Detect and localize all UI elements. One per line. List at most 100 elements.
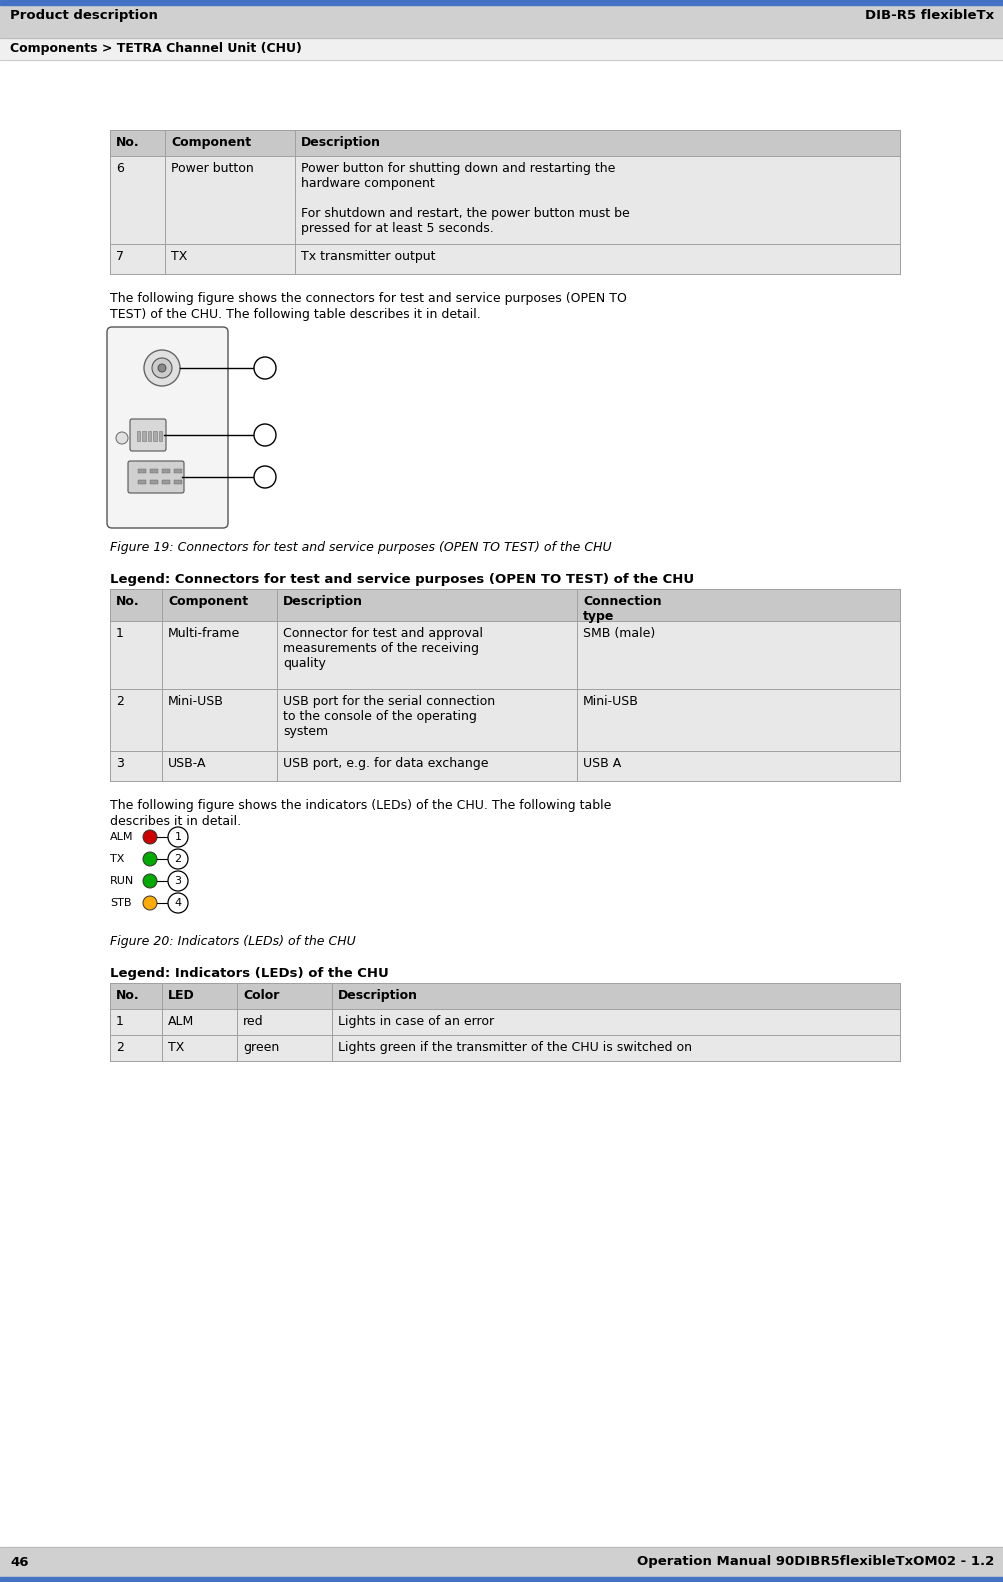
Text: No.: No. [116, 595, 139, 607]
Text: 3: 3 [261, 470, 269, 484]
Bar [136, 430, 140, 441]
Text: USB-A: USB-A [168, 758, 207, 770]
Bar [110, 751, 899, 782]
Bar [110, 589, 899, 622]
Text: ALM: ALM [110, 832, 133, 842]
Bar [0, 38, 1003, 60]
Text: Connector for test and approval
measurements of the receiving
quality: Connector for test and approval measurem… [283, 626, 482, 671]
Text: STB: STB [110, 899, 131, 908]
Text: Power button for shutting down and restarting the
hardware component

For shutdo: Power button for shutting down and resta… [301, 161, 629, 236]
Text: USB A: USB A [583, 758, 621, 770]
Text: USB port for the serial connection
to the console of the operating
system: USB port for the serial connection to th… [283, 694, 494, 737]
Text: Component: Component [171, 136, 251, 149]
Bar [161, 479, 170, 484]
Text: Components > TETRA Channel Unit (CHU): Components > TETRA Channel Unit (CHU) [10, 43, 302, 55]
Text: 2: 2 [261, 429, 269, 441]
Text: Description: Description [338, 989, 417, 1001]
Text: No.: No. [116, 989, 139, 1001]
Text: 2: 2 [116, 694, 123, 709]
Bar [158, 430, 162, 441]
Text: Component: Component [168, 595, 248, 607]
Circle shape [116, 432, 127, 445]
Circle shape [168, 827, 188, 846]
Text: describes it in detail.: describes it in detail. [110, 815, 241, 827]
Text: TEST) of the CHU. The following table describes it in detail.: TEST) of the CHU. The following table de… [110, 308, 480, 321]
Circle shape [143, 350, 180, 386]
Circle shape [151, 358, 172, 378]
Text: Connection
type: Connection type [583, 595, 661, 623]
Text: 7: 7 [116, 250, 124, 263]
Text: 3: 3 [175, 876, 182, 886]
Text: Figure 20: Indicators (LEDs) of the CHU: Figure 20: Indicators (LEDs) of the CHU [110, 935, 355, 948]
Text: ALM: ALM [168, 1016, 194, 1028]
Bar [174, 479, 182, 484]
Bar [110, 1035, 899, 1062]
Text: 3: 3 [116, 758, 123, 770]
FancyBboxPatch shape [127, 460, 184, 494]
Text: LED: LED [168, 989, 195, 1001]
Text: Color: Color [243, 989, 279, 1001]
Text: 6: 6 [116, 161, 123, 176]
Text: 2: 2 [116, 1041, 123, 1054]
Text: Power button: Power button [171, 161, 254, 176]
Bar [174, 468, 182, 473]
Circle shape [168, 850, 188, 869]
Text: 2: 2 [175, 854, 182, 864]
Bar [110, 622, 899, 690]
Bar [0, 0, 1003, 5]
Circle shape [142, 853, 156, 865]
Bar [110, 244, 899, 274]
Bar [110, 1009, 899, 1035]
Text: TX: TX [168, 1041, 185, 1054]
Bar [0, 5, 1003, 38]
Text: Mini-USB: Mini-USB [168, 694, 224, 709]
Circle shape [254, 424, 276, 446]
Bar [153, 430, 156, 441]
Circle shape [142, 831, 156, 845]
Text: Description: Description [283, 595, 363, 607]
Text: 1: 1 [175, 832, 182, 842]
Text: 1: 1 [261, 362, 269, 375]
Text: Mini-USB: Mini-USB [583, 694, 638, 709]
Text: Lights green if the transmitter of the CHU is switched on: Lights green if the transmitter of the C… [338, 1041, 691, 1054]
Bar [137, 468, 145, 473]
Bar [161, 468, 170, 473]
Bar [110, 690, 899, 751]
Text: No.: No. [116, 136, 139, 149]
Text: DIB-R5 flexibleTx: DIB-R5 flexibleTx [864, 9, 993, 22]
FancyBboxPatch shape [129, 419, 165, 451]
Text: Product description: Product description [10, 9, 157, 22]
Text: 4: 4 [175, 899, 182, 908]
Text: SMB (male): SMB (male) [583, 626, 655, 641]
Text: TX: TX [171, 250, 188, 263]
Circle shape [168, 892, 188, 913]
Text: 1: 1 [116, 1016, 123, 1028]
Text: Multi-frame: Multi-frame [168, 626, 240, 641]
Bar [147, 430, 151, 441]
Bar [149, 479, 157, 484]
Bar [149, 468, 157, 473]
Text: Legend: Connectors for test and service purposes (OPEN TO TEST) of the CHU: Legend: Connectors for test and service … [110, 573, 693, 585]
Circle shape [168, 872, 188, 891]
Bar [110, 157, 899, 244]
Text: The following figure shows the connectors for test and service purposes (OPEN TO: The following figure shows the connector… [110, 293, 626, 305]
Circle shape [254, 467, 276, 487]
Text: USB port, e.g. for data exchange: USB port, e.g. for data exchange [283, 758, 488, 770]
Bar [110, 130, 899, 157]
Text: Figure 19: Connectors for test and service purposes (OPEN TO TEST) of the CHU: Figure 19: Connectors for test and servi… [110, 541, 611, 554]
Text: TX: TX [110, 854, 124, 864]
Text: Lights in case of an error: Lights in case of an error [338, 1016, 493, 1028]
Text: Legend: Indicators (LEDs) of the CHU: Legend: Indicators (LEDs) of the CHU [110, 967, 388, 979]
Text: Operation Manual 90DIBR5flexibleTxOM02 - 1.2: Operation Manual 90DIBR5flexibleTxOM02 -… [636, 1555, 993, 1568]
Text: red: red [243, 1016, 264, 1028]
Circle shape [142, 895, 156, 910]
Bar [0, 1577, 1003, 1582]
Bar [110, 982, 899, 1009]
Text: The following figure shows the indicators (LEDs) of the CHU. The following table: The following figure shows the indicator… [110, 799, 611, 812]
Text: Tx transmitter output: Tx transmitter output [301, 250, 435, 263]
Circle shape [254, 358, 276, 380]
Circle shape [157, 364, 165, 372]
Text: 1: 1 [116, 626, 123, 641]
Bar [137, 479, 145, 484]
Bar [142, 430, 145, 441]
